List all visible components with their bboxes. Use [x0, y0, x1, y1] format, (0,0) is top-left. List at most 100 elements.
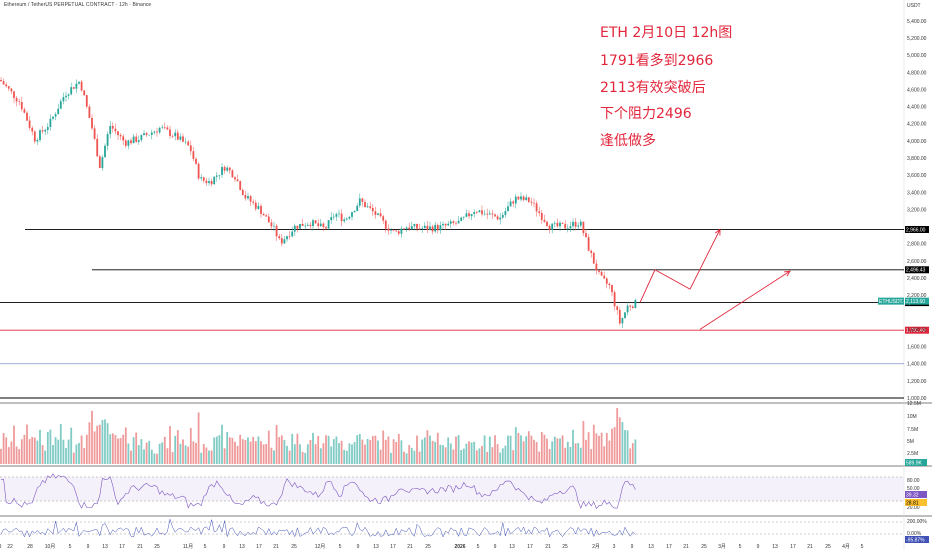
- candle-body: [130, 140, 132, 144]
- volume-bar: [413, 450, 416, 464]
- volume-bar: [577, 442, 580, 464]
- volume-tick-label: 10M: [907, 414, 917, 420]
- time-tick-label: 9: [757, 544, 760, 550]
- candle-body: [522, 196, 525, 201]
- percent-current-label: -95.87%: [906, 538, 925, 544]
- candle-body: [330, 217, 333, 221]
- time-tick-label: 21: [807, 544, 813, 550]
- volume-bar: [221, 424, 223, 464]
- projection-arrows: [639, 228, 791, 330]
- volume-bar: [340, 440, 343, 464]
- candle-body: [299, 223, 301, 229]
- price-tick-label: 2,600.00: [907, 259, 927, 265]
- time-tick-label: 10月: [45, 544, 56, 550]
- volume-bar: [122, 434, 125, 464]
- candle-body: [327, 220, 330, 229]
- candle-body: [421, 228, 424, 229]
- candle-body: [566, 228, 569, 229]
- candle-body: [592, 252, 595, 264]
- volume-bar: [579, 447, 582, 464]
- volume-bar: [288, 450, 291, 464]
- candle-body: [104, 145, 106, 158]
- level-tag-label: 2,496.43: [906, 268, 926, 274]
- candle-body: [455, 223, 457, 224]
- volume-bar: [481, 445, 483, 464]
- volume-bar: [468, 441, 470, 464]
- volume-bar: [75, 444, 78, 464]
- candle-body: [91, 117, 93, 129]
- volume-bar: [228, 437, 231, 464]
- candle-body: [41, 130, 44, 132]
- time-tick-label: 12月: [315, 544, 326, 550]
- candle-body: [143, 133, 145, 136]
- volume-bar: [543, 434, 546, 464]
- price-tick-label: 1,200.00: [907, 379, 927, 385]
- candle-body: [0, 80, 2, 82]
- annotation-line-3: 2113有效突破后: [600, 80, 706, 96]
- candle-body: [634, 300, 637, 309]
- candle-body: [202, 177, 205, 181]
- volume-bar: [486, 452, 489, 464]
- volume-bar: [273, 450, 275, 464]
- candle-body: [465, 213, 468, 217]
- candle-body: [215, 175, 218, 177]
- volume-bar: [431, 440, 434, 464]
- volume-bar: [546, 438, 548, 464]
- candle-body: [231, 170, 234, 178]
- price-tick-label: 4,800.00: [907, 70, 927, 76]
- projection-arrow-secondary-head: [783, 270, 791, 277]
- candle-body: [436, 224, 439, 231]
- volume-bar: [278, 437, 281, 464]
- candle-body: [306, 224, 309, 226]
- volume-bar: [96, 425, 99, 464]
- volume-bar: [124, 427, 127, 464]
- volume-bar: [135, 432, 138, 464]
- candle-body: [52, 116, 54, 119]
- candle-body: [348, 216, 351, 219]
- candle-body: [429, 226, 431, 230]
- candle-body: [252, 201, 255, 203]
- candle-body: [62, 97, 65, 102]
- volume-bar: [317, 436, 320, 464]
- candle-body: [556, 222, 559, 227]
- level-tag-bg: [905, 266, 929, 274]
- candle-body: [590, 250, 593, 253]
- volume-bar: [249, 441, 252, 464]
- candle-body: [449, 221, 452, 224]
- candle-body: [280, 238, 283, 244]
- volume-bar: [429, 435, 431, 464]
- volume-bar: [611, 428, 613, 464]
- candle-body: [262, 213, 265, 216]
- volume-bar: [215, 436, 218, 464]
- rsi-value-label: 39.32: [906, 493, 919, 499]
- time-tick-label: 25: [701, 544, 707, 550]
- time-tick-label: 25: [154, 544, 160, 550]
- volume-bar: [319, 448, 322, 464]
- volume-bar: [195, 442, 197, 464]
- candle-body: [275, 225, 278, 237]
- volume-bar: [405, 453, 408, 464]
- volume-bar: [390, 452, 392, 464]
- volume-bar: [10, 441, 13, 464]
- candle-body: [371, 207, 374, 212]
- volume-bar: [65, 448, 67, 464]
- candle-body: [621, 318, 624, 324]
- time-tick-label: 13: [102, 544, 108, 550]
- volume-bar: [566, 441, 569, 464]
- volume-bar: [85, 434, 88, 464]
- volume-bar: [13, 425, 15, 464]
- volume-bar: [299, 444, 301, 464]
- time-tick-label: 9: [0, 544, 2, 550]
- volume-bar: [587, 432, 590, 464]
- candle-body: [569, 226, 572, 229]
- volume-bar: [52, 445, 54, 464]
- volume-bar: [267, 430, 270, 464]
- volume-bar: [421, 439, 424, 464]
- candle-body: [39, 130, 41, 141]
- volume-bar: [496, 444, 499, 464]
- candle-body: [408, 227, 411, 230]
- candle-body: [579, 221, 582, 226]
- percent-pane: 200.00% 0.00%-95.87%: [0, 518, 929, 544]
- volume-bar: [291, 433, 294, 464]
